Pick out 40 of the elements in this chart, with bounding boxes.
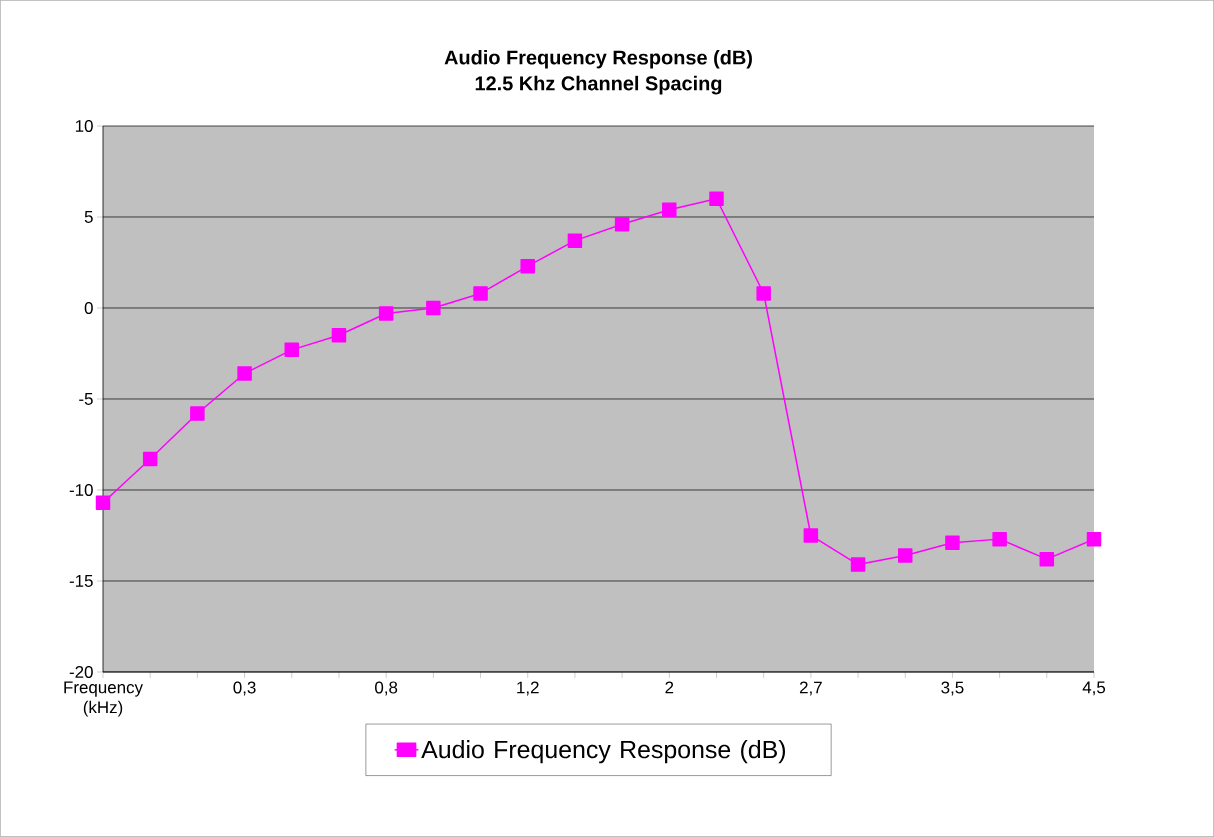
x-tick-label: 1,2 xyxy=(517,681,539,696)
x-tick-label: 3,5 xyxy=(941,681,964,696)
point xyxy=(898,548,913,563)
point xyxy=(190,406,205,421)
point xyxy=(662,202,677,217)
point xyxy=(614,217,630,232)
legend-label: Audio Frequency Response (dB) xyxy=(421,740,786,764)
y-tick-label: -10 xyxy=(69,483,93,496)
x-tick-label: 0,8 xyxy=(375,681,398,696)
x-tick-label: 2 xyxy=(665,681,674,694)
point xyxy=(331,328,347,343)
point xyxy=(709,191,724,207)
x-tick-label: Frequency (kHz) xyxy=(64,681,143,717)
point xyxy=(378,306,394,321)
y-tick-label: -5 xyxy=(79,393,93,405)
point xyxy=(95,495,111,510)
point xyxy=(992,531,1007,547)
point xyxy=(567,233,583,248)
point xyxy=(850,557,866,572)
y-tick-label: 10 xyxy=(75,119,93,132)
point xyxy=(1086,531,1102,547)
point xyxy=(142,451,158,467)
y-tick-label: -20 xyxy=(69,665,93,678)
point xyxy=(426,300,441,316)
point xyxy=(284,342,300,358)
point xyxy=(473,286,488,301)
point xyxy=(945,535,960,551)
y-tick-label: -15 xyxy=(69,575,93,587)
point xyxy=(1039,551,1055,567)
point xyxy=(803,528,819,543)
y-tick-label: 5 xyxy=(84,211,93,223)
point xyxy=(756,286,771,301)
x-tick-label: 2,7 xyxy=(799,681,822,696)
x-tick-label: 0,3 xyxy=(233,681,256,696)
chart-title: Audio Frequency Response (dB) xyxy=(444,49,752,69)
y-tick-label: 0 xyxy=(84,301,93,314)
point xyxy=(237,366,252,381)
x-tick-label: 4,5 xyxy=(1082,681,1106,696)
chart-subtitle: 12.5 Khz Channel Spacing xyxy=(475,75,722,95)
point xyxy=(520,258,535,274)
